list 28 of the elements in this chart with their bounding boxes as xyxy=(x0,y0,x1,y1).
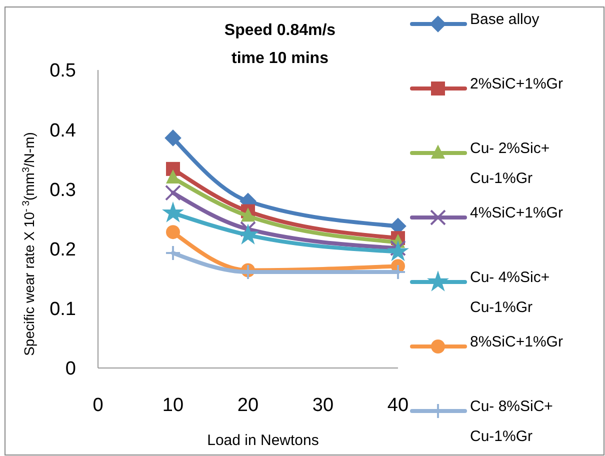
point xyxy=(162,201,184,222)
x-tick-label: 40 xyxy=(387,395,409,416)
point xyxy=(387,240,409,262)
y-tick-label: 0.1 xyxy=(50,299,76,320)
legend-label: Base alloy xyxy=(470,11,540,28)
x-tick-label: 30 xyxy=(312,395,334,416)
chart-title: Speed 0.84m/s time 10 mins xyxy=(224,22,336,67)
legend-label: Cu- 4%Sic+ Cu-1%Gr xyxy=(470,269,550,316)
x-tick-label: 0 xyxy=(92,395,104,416)
legend-label: 4%SiC+1%Gr xyxy=(470,204,563,222)
y-tick-label: 0 xyxy=(65,358,76,380)
legend-label: 2%SiC+1%Gr xyxy=(470,76,563,92)
legend-label: Cu- 2%Sic+ Cu-1%Gr xyxy=(470,140,550,187)
x-tick-label: 20 xyxy=(237,395,259,416)
point xyxy=(166,225,180,240)
point xyxy=(165,244,181,261)
point xyxy=(165,184,181,201)
y-tick-label: 0.2 xyxy=(50,239,76,260)
point xyxy=(164,130,182,146)
y-tick-label: 0.5 xyxy=(50,60,76,82)
x-tick-label: 10 xyxy=(162,395,184,416)
legend-label: 8%SiC+1%Gr xyxy=(470,334,563,350)
y-tick-label: 0.4 xyxy=(50,120,76,142)
x-axis-title: Load in Newtons xyxy=(207,432,319,449)
legend-label: Cu- 8%SiC+ Cu-1%Gr xyxy=(470,398,554,445)
point xyxy=(241,208,255,222)
point xyxy=(166,169,180,184)
y-tick-label: 0.3 xyxy=(50,180,76,201)
